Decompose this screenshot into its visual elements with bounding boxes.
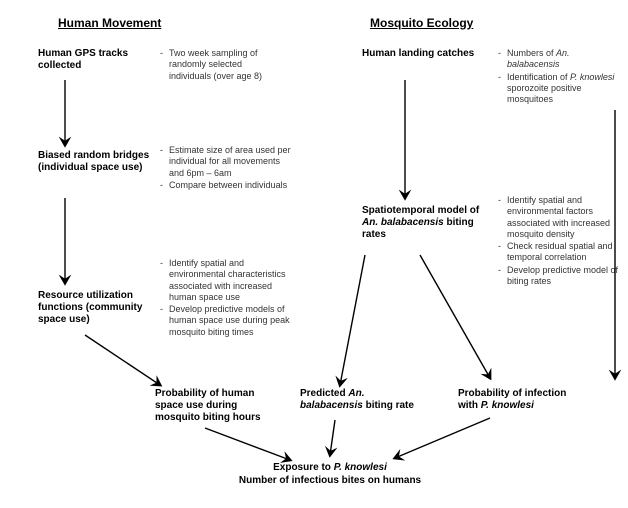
node-ruf-desc: Identify spatial and environmental chara… [160, 258, 300, 339]
node-brb-title: Biased random bridges (individual space … [38, 150, 168, 174]
node-gps-desc: Two week sampling of randomly selected i… [160, 48, 280, 83]
node-brb-desc: Estimate size of area used per individua… [160, 145, 295, 192]
header-mosquito-ecology: Mosquito Ecology [370, 16, 473, 30]
node-prob-space: Probability of human space use during mo… [155, 388, 285, 424]
node-hlc-title: Human landing catches [362, 48, 487, 60]
header-human-movement: Human Movement [58, 16, 161, 30]
node-ruf-title: Resource utilization functions (communit… [38, 290, 168, 326]
node-gps-title: Human GPS tracks collected [38, 48, 158, 72]
node-stmodel-title: Spatiotemporal model of An. balabacensis… [362, 205, 487, 241]
node-prob-inf: Probability of infection with P. knowles… [458, 388, 588, 412]
node-hlc-desc: Numbers of An. balabacensis Identificati… [498, 48, 618, 106]
node-pred-rate: Predicted An. balabacensis biting rate [300, 388, 420, 412]
node-outcome: Exposure to P. knowlesi Number of infect… [200, 462, 460, 487]
node-stmodel-desc: Identify spatial and environmental facto… [498, 195, 620, 288]
